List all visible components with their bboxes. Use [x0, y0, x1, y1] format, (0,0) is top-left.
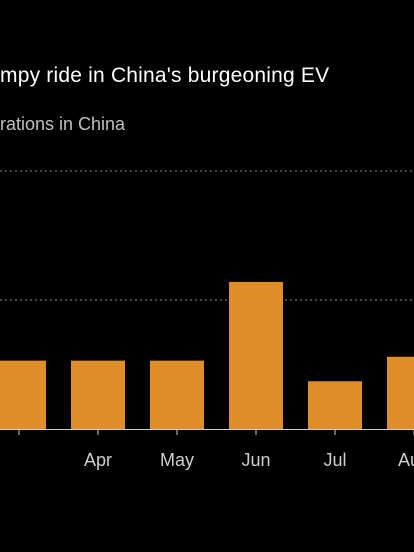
bar-apr — [71, 360, 125, 429]
x-tick-label-jul: Jul — [323, 450, 346, 470]
chart-subtitle: rations in China — [0, 114, 126, 134]
bar-may — [150, 360, 204, 429]
x-tick-label-jun: Jun — [241, 450, 270, 470]
bar-mar — [0, 360, 46, 429]
chart-title: mpy ride in China's burgeoning EV — [0, 64, 330, 87]
x-tick-label-apr: Apr — [84, 450, 112, 470]
bar-aug — [387, 356, 414, 429]
x-tick-label-may: May — [160, 450, 194, 470]
bar-jul — [308, 381, 362, 429]
bar-jun — [229, 281, 283, 429]
x-tick-label-aug: Aug — [398, 450, 414, 470]
